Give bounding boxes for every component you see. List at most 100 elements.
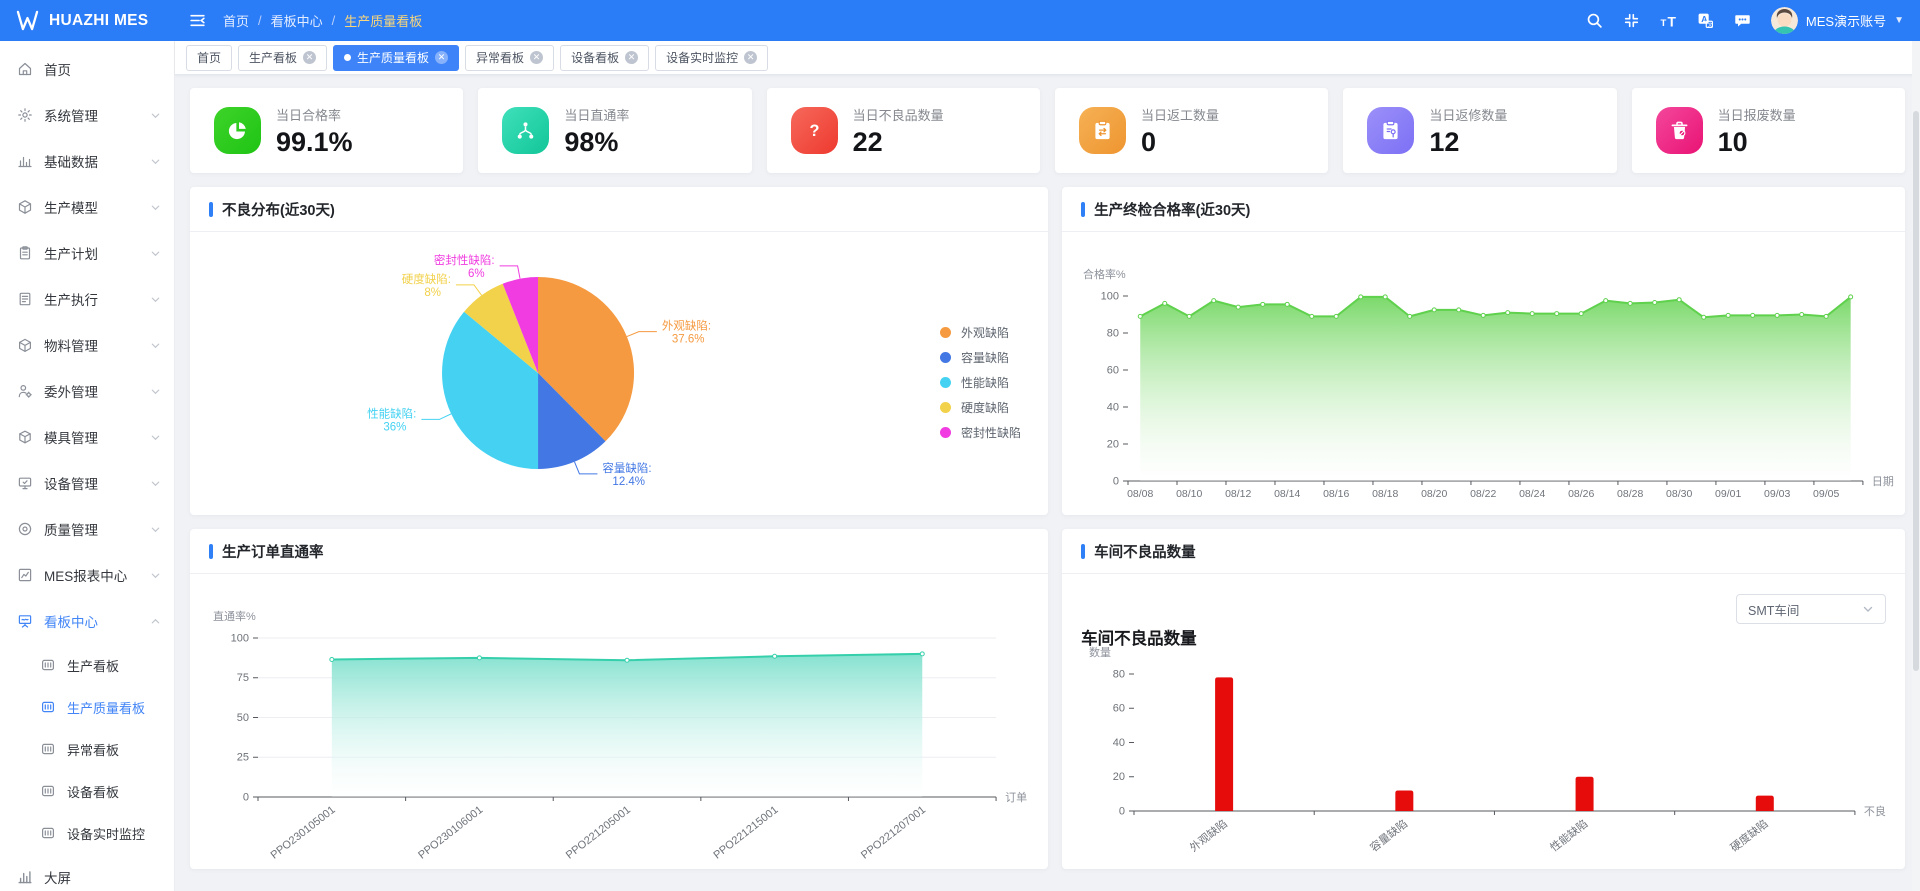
breadcrumb-item-1[interactable]: 看板中心 [270, 14, 323, 29]
sidebar-item-outsourcing-management[interactable]: 委外管理 [0, 368, 174, 414]
tab-label: 设备实时监控 [666, 51, 739, 65]
tab-exception-board[interactable]: 异常看板 ✕ [465, 44, 555, 71]
tab-production-board[interactable]: 生产看板 ✕ [238, 44, 328, 71]
workshop-select[interactable]: SMT车间 [1735, 594, 1886, 624]
sidebar-item-big-screen[interactable]: 大屏 [0, 854, 174, 891]
svg-text:60: 60 [1107, 364, 1119, 376]
big-screen-icon [17, 869, 33, 885]
legend-item[interactable]: 硬度缺陷 [940, 399, 1021, 416]
svg-text:硬度缺陷: 硬度缺陷 [1727, 816, 1770, 854]
sidebar-item-label: 生产质量看板 [67, 700, 146, 716]
svg-text:08/26: 08/26 [1568, 489, 1594, 500]
title-accent-bar [1081, 201, 1086, 217]
tab-production-quality-board[interactable]: 生产质量看板 ✕ [333, 44, 460, 71]
sidebar-item-production-quality-board[interactable]: 生产质量看板 [0, 686, 174, 728]
kanban-icon [40, 741, 56, 757]
collapse-sidebar-icon[interactable] [189, 12, 206, 29]
tab-close-icon[interactable]: ✕ [303, 51, 317, 64]
sidebar-item-label: 设备看板 [67, 784, 120, 800]
sidebar-item-base-data[interactable]: 基础数据 [0, 138, 174, 184]
panel-workshop-defects: 车间不良品数量 0 20 40 60 80 外观缺陷 容量缺陷 性能缺陷 硬度缺陷 数量 不良 SM… [1062, 529, 1905, 869]
sidebar-item-equipment-management[interactable]: 设备管理 [0, 460, 174, 506]
svg-text:100: 100 [231, 633, 249, 645]
final-inspection-area-chart[interactable]: 0 20 40 60 80 100 08/08 08/10 08/12 08/14 08/16 08/… [1062, 232, 1905, 515]
sidebar-item-equipment-realtime-monitor[interactable]: 设备实时监控 [0, 812, 174, 854]
tab-equipment-board[interactable]: 设备看板 ✕ [560, 44, 650, 71]
search-icon[interactable] [1586, 12, 1603, 29]
svg-text:09/05: 09/05 [1813, 489, 1839, 500]
svg-text:37.6%: 37.6% [672, 334, 705, 346]
tab-close-icon[interactable]: ✕ [744, 51, 758, 64]
sidebar-item-exception-board[interactable]: 异常看板 [0, 728, 174, 770]
sidebar-item-label: 委外管理 [44, 385, 98, 400]
legend-item[interactable]: 性能缺陷 [940, 374, 1021, 391]
sidebar-item-production-plan[interactable]: 生产计划 [0, 230, 174, 276]
sidebar-item-production-execution[interactable]: 生产执行 [0, 276, 174, 322]
svg-text:50: 50 [237, 712, 249, 724]
kpi-label: 当日直通率 [564, 108, 630, 123]
scrollbar-thumb[interactable] [1913, 111, 1919, 671]
title-accent-bar [209, 201, 213, 217]
quality-icon [17, 521, 33, 537]
kpi-value: 98% [564, 127, 619, 157]
svg-text:PPO221205001: PPO221205001 [564, 804, 633, 862]
tab-home[interactable]: 首页 [186, 44, 233, 71]
breadcrumb-separator: / [258, 13, 262, 28]
scrap-trash-icon [1655, 107, 1703, 154]
message-icon[interactable] [1734, 12, 1751, 29]
chevron-down-icon [150, 432, 161, 443]
svg-text:外观缺陷: 外观缺陷 [1187, 816, 1230, 854]
panel-header: 生产终检合格率(近30天) [1062, 187, 1905, 232]
kpi-value: 10 [1717, 127, 1748, 157]
material-icon [17, 337, 33, 353]
sidebar-item-system-management[interactable]: 系统管理 [0, 92, 174, 138]
chevron-down-icon [150, 386, 161, 397]
legend-swatch [940, 327, 951, 338]
breadcrumb-item-0[interactable]: 首页 [223, 14, 250, 29]
svg-text:T: T [1660, 18, 1666, 29]
tab-label: 首页 [197, 51, 222, 65]
sidebar-item-home[interactable]: 首页 [0, 46, 174, 92]
legend-label: 硬度缺陷 [961, 401, 1010, 415]
sidebar-item-material-management[interactable]: 物料管理 [0, 322, 174, 368]
kpi-value: 0 [1140, 127, 1157, 157]
user-avatar[interactable] [1770, 7, 1798, 34]
legend-item[interactable]: 容量缺陷 [940, 349, 1021, 366]
breadcrumb-item-2[interactable]: 生产质量看板 [344, 14, 423, 29]
svg-text:PPO230105001: PPO230105001 [269, 804, 338, 862]
sidebar-item-label: MES报表中心 [44, 569, 128, 584]
order-fpy-area-chart[interactable]: 0 25 50 75 100 PPO230105001 PPO230106001 PPO221… [190, 574, 1048, 869]
sidebar-item-mes-report-center[interactable]: MES报表中心 [0, 552, 174, 598]
defect-distribution-pie-chart[interactable]: 外观缺陷:37.6% 容量缺陷:12.4% 性能缺陷:36% 硬度缺陷:8% 密封性缺陷… [190, 232, 1048, 515]
svg-text:容量缺陷:: 容量缺陷: [602, 461, 651, 475]
sidebar-item-board-center[interactable]: 看板中心 [0, 598, 174, 644]
tab-close-icon[interactable]: ✕ [530, 51, 544, 64]
svg-text:40: 40 [1107, 401, 1119, 413]
tab-close-icon[interactable]: ✕ [435, 51, 449, 64]
sidebar-item-production-board[interactable]: 生产看板 [0, 644, 174, 686]
sidebar-item-mold-management[interactable]: 模具管理 [0, 414, 174, 460]
sidebar-item-production-model[interactable]: 生产模型 [0, 184, 174, 230]
svg-text:PPO221215001: PPO221215001 [711, 804, 780, 862]
legend-item[interactable]: 外观缺陷 [940, 324, 1021, 341]
username[interactable]: MES演示账号 [1805, 14, 1887, 29]
system-icon [17, 107, 33, 123]
panel-defect-distribution: 不良分布(近30天) 外观缺陷: 37.6% 容量缺陷: 12.4% 性能缺陷: 36% 硬… [190, 187, 1049, 515]
sidebar-item-equipment-board[interactable]: 设备看板 [0, 770, 174, 812]
svg-text:合格率%: 合格率% [1083, 267, 1126, 281]
svg-text:80: 80 [1113, 668, 1125, 680]
chevron-down-icon [150, 156, 161, 167]
tab-equipment-realtime-monitor[interactable]: 设备实时监控 ✕ [655, 44, 769, 71]
legend-item[interactable]: 密封性缺陷 [940, 424, 1021, 441]
tab-close-icon[interactable]: ✕ [625, 51, 639, 64]
user-menu[interactable]: MES演示账号 ▼ [1770, 7, 1904, 34]
kanban-icon [40, 699, 56, 715]
exit-fullscreen-icon[interactable] [1623, 12, 1640, 29]
chevron-down-icon [150, 340, 161, 351]
sidebar-item-label: 系统管理 [44, 109, 98, 124]
sidebar-item-quality-management[interactable]: 质量管理 [0, 506, 174, 552]
